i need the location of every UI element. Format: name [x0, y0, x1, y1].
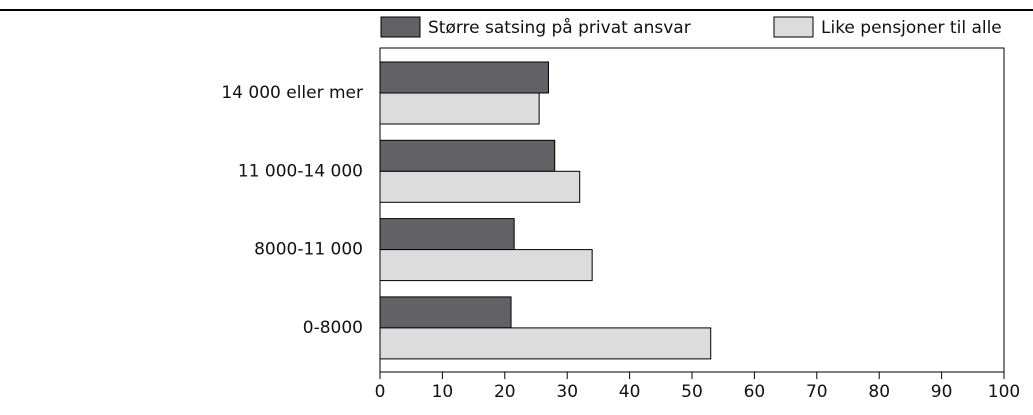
legend-label: Større satsing på privat ansvar	[428, 17, 691, 38]
x-tick-label: 100	[988, 382, 1020, 402]
bar	[379, 296, 512, 329]
bar	[379, 249, 593, 282]
x-tick-label: 50	[681, 382, 703, 402]
x-tick-label: 30	[556, 382, 578, 402]
legend-swatch	[773, 16, 814, 38]
x-tick-label: 20	[494, 382, 516, 402]
x-tick-label: 10	[432, 382, 454, 402]
legend-swatch	[380, 16, 421, 38]
y-tick-label: 14 000 eller mer	[221, 83, 363, 103]
x-tick-label: 70	[806, 382, 828, 402]
y-tick-label: 0-8000	[303, 318, 363, 338]
bar	[379, 139, 556, 172]
bar	[379, 92, 540, 125]
x-tick-label: 90	[931, 382, 953, 402]
x-tick-label: 80	[868, 382, 890, 402]
bar	[379, 327, 712, 360]
bar	[379, 218, 515, 251]
y-tick-label: 11 000-14 000	[238, 161, 363, 181]
legend-label: Like pensjoner til alle	[821, 18, 1002, 38]
y-tick-label: 8000-11 000	[254, 240, 363, 260]
bar	[379, 170, 581, 203]
x-tick-label: 60	[744, 382, 766, 402]
x-tick-label: 40	[619, 382, 641, 402]
bar	[379, 61, 549, 94]
x-tick-label: 0	[375, 382, 386, 402]
